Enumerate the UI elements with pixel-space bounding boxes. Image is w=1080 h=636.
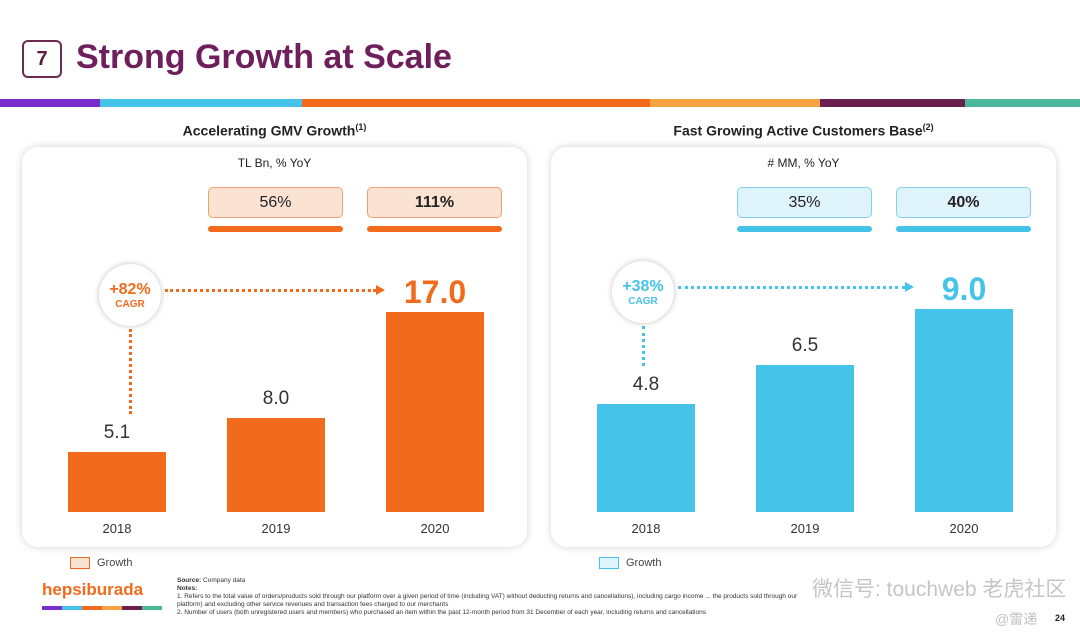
x-tick-label: 2019 xyxy=(790,521,820,536)
cagr-badge: +82% CAGR xyxy=(99,264,161,326)
logo-stripe-segment xyxy=(82,606,102,610)
chart-title: Accelerating GMV Growth(1) xyxy=(22,122,527,139)
cagr-label: CAGR xyxy=(115,298,145,310)
stripe-segment xyxy=(650,99,820,107)
stripe-segment xyxy=(820,99,965,107)
stripe-segment xyxy=(965,99,1080,107)
logo-stripe-segment xyxy=(62,606,82,610)
value-label: 6.5 xyxy=(791,335,819,357)
notes-label: Notes: xyxy=(177,585,198,592)
bar-2018 xyxy=(597,403,695,512)
note-2: 2. Number of users (both unregistered us… xyxy=(177,609,706,616)
source-label: Source: xyxy=(177,577,202,584)
cagr-dotted-line xyxy=(165,289,376,292)
stripe-segment xyxy=(100,99,302,107)
page-title: Strong Growth at Scale xyxy=(76,38,452,76)
cagr-value: +38% xyxy=(622,277,664,295)
chart-unit: # MM, % YoY xyxy=(767,156,840,170)
chart-title-text: Accelerating GMV Growth xyxy=(182,122,356,139)
growth-box: 56% xyxy=(208,187,343,218)
value-label: 17.0 xyxy=(403,274,467,310)
cagr-vertical-line xyxy=(642,326,645,366)
x-tick-label: 2020 xyxy=(949,521,979,536)
legend-swatch xyxy=(599,557,619,569)
value-label: 4.8 xyxy=(632,373,660,395)
value-label: 5.1 xyxy=(103,422,131,443)
chart-title-text: Fast Growing Active Customers Base xyxy=(673,122,923,139)
watermark: 微信号: touchweb 老虎社区 xyxy=(812,578,1067,601)
value-label: 9.0 xyxy=(941,271,987,307)
x-tick-label: 2018 xyxy=(102,521,132,536)
growth-underline xyxy=(737,226,872,232)
legend-label: Growth xyxy=(97,557,133,569)
cagr-value: +82% xyxy=(109,280,151,298)
x-tick-label: 2020 xyxy=(420,521,450,536)
arrow-icon xyxy=(905,282,914,292)
growth-underline xyxy=(208,226,343,232)
cagr-badge: +38% CAGR xyxy=(612,261,674,323)
bar-2019 xyxy=(227,417,325,512)
chart-unit: TL Bn, % YoY xyxy=(237,156,312,170)
logo-stripe-segment xyxy=(102,606,122,610)
note-1: 1. Refers to the total value of orders/p… xyxy=(177,593,798,608)
watermark-2: @雷递 xyxy=(995,611,1038,627)
legend-label: Growth xyxy=(626,557,662,569)
bar-2019 xyxy=(756,365,854,512)
arrow-icon xyxy=(376,285,385,295)
chart-title-note: (1) xyxy=(355,122,367,132)
x-tick-label: 2019 xyxy=(261,521,291,536)
bar-2020 xyxy=(386,312,484,512)
stripe-segment xyxy=(0,99,100,107)
bar-2020 xyxy=(915,309,1013,512)
logo-stripe-segment xyxy=(122,606,142,610)
growth-underline xyxy=(367,226,502,232)
page-number: 24 xyxy=(1055,613,1066,623)
stripe-segment xyxy=(302,99,650,107)
growth-box: 35% xyxy=(737,187,872,218)
growth-box: 40% xyxy=(896,187,1031,218)
chart-title-note: (2) xyxy=(922,122,934,132)
x-tick-label: 2018 xyxy=(631,521,661,536)
section-number: 7 xyxy=(22,40,62,78)
bar-2018 xyxy=(68,452,166,512)
logo-stripe-segment xyxy=(142,606,162,610)
growth-underline xyxy=(896,226,1031,232)
value-label: 8.0 xyxy=(262,387,290,409)
cagr-dotted-line xyxy=(678,286,905,289)
growth-box: 111% xyxy=(367,187,502,218)
logo-stripe-segment xyxy=(42,606,62,610)
cagr-vertical-line xyxy=(129,329,132,414)
cagr-label: CAGR xyxy=(628,295,658,307)
logo: hepsiburada xyxy=(42,580,144,599)
legend-swatch xyxy=(70,557,90,569)
source-text: Company data xyxy=(203,577,246,584)
chart-title: Fast Growing Active Customers Base(2) xyxy=(551,122,1056,139)
footnotes: Source: Company data Notes: 1. Refers to… xyxy=(177,577,802,617)
